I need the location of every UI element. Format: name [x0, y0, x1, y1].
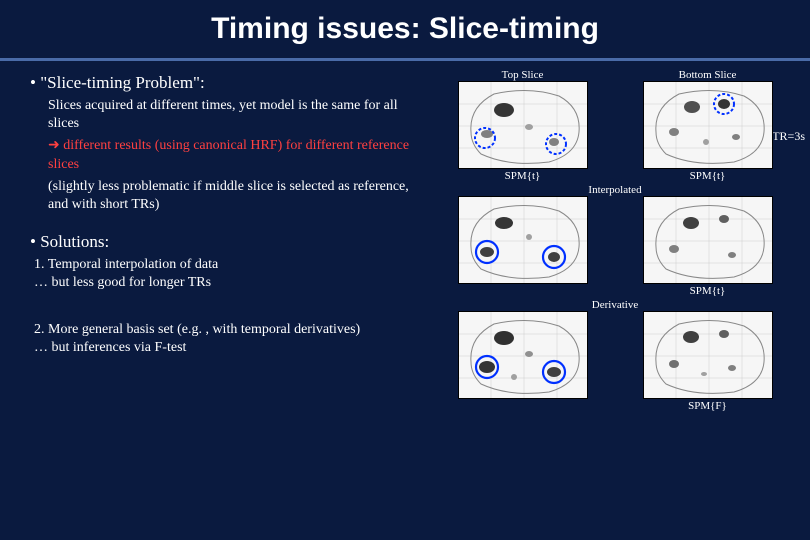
brain-top-slice: Top Slice	[458, 69, 588, 182]
caption-spmf: SPM{F}	[688, 400, 727, 412]
brain-row-3: SPM{F}	[430, 311, 800, 412]
bullet1-text2: ➜ different results (using canonical HRF…	[48, 137, 425, 173]
brain-interp-right: SPM{t}	[643, 196, 773, 297]
label-derivative: Derivative	[430, 299, 800, 311]
brain-interp-left	[458, 196, 588, 297]
left-column: • "Slice-timing Problem": Slices acquire…	[30, 69, 430, 414]
bullet1-text1: Slices acquired at different times, yet …	[48, 97, 425, 133]
brain-map-top	[458, 81, 588, 169]
brain-map-interp-l	[458, 196, 588, 284]
caption-spmt-2: SPM{t}	[690, 170, 726, 182]
brain-deriv-right: SPM{F}	[643, 311, 773, 412]
caption-spmt-3: SPM{t}	[690, 285, 726, 297]
brain-bottom-slice: Bottom Slice	[643, 69, 773, 182]
bullet1-text3: (slightly less problematic if middle sli…	[48, 178, 425, 214]
brain-map-interp-r	[643, 196, 773, 284]
brain-map-deriv-r	[643, 311, 773, 399]
solution2: 2. More general basis set (e.g. , with t…	[34, 321, 425, 339]
brain-row-1: Top Slice	[430, 69, 800, 182]
brain-deriv-left	[458, 311, 588, 412]
solution1: 1. Temporal interpolation of data	[34, 256, 425, 274]
brain-map-deriv-l	[458, 311, 588, 399]
brain-row-2: SPM{t}	[430, 196, 800, 297]
label-top-slice: Top Slice	[502, 69, 544, 81]
title-bar: Timing issues: Slice-timing	[0, 0, 810, 61]
bullet2-head: • Solutions:	[30, 232, 425, 252]
solution2-sub: … but inferences via F-test	[34, 339, 425, 357]
right-column: TR=3s Top Slice	[430, 69, 800, 414]
bullet1-head: • "Slice-timing Problem":	[30, 73, 425, 93]
slide-title: Timing issues: Slice-timing	[0, 12, 810, 46]
content-area: • "Slice-timing Problem": Slices acquire…	[0, 61, 810, 424]
label-interpolated: Interpolated	[430, 184, 800, 196]
tr-label: TR=3s	[772, 129, 805, 144]
label-bottom-slice: Bottom Slice	[679, 69, 737, 81]
solution1-sub: … but less good for longer TRs	[34, 274, 425, 292]
brain-map-bottom	[643, 81, 773, 169]
caption-spmt-1: SPM{t}	[505, 170, 541, 182]
